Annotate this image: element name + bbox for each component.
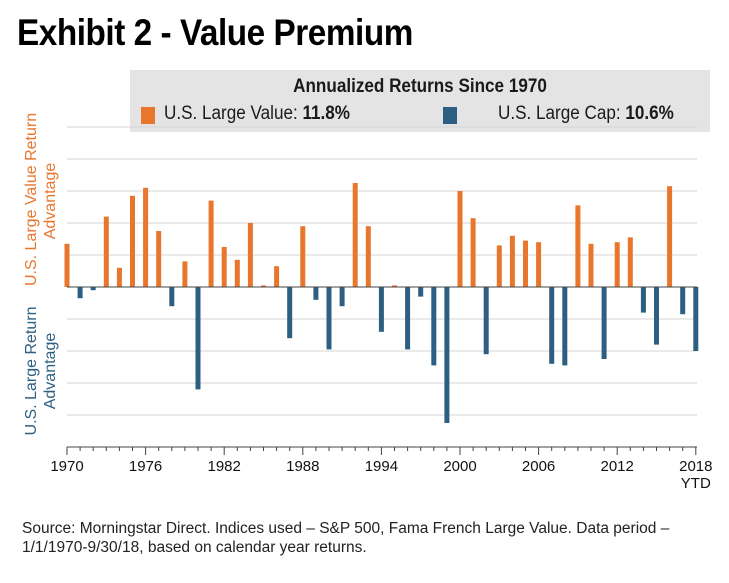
bar-2003 <box>496 245 502 287</box>
bar-2018 <box>693 287 699 351</box>
legend-label-large-cap: U.S. Large Cap: <box>498 103 626 124</box>
bar-2000 <box>457 191 463 287</box>
legend-swatch-large-value <box>141 107 155 124</box>
bar-1983 <box>234 259 240 287</box>
page-title: Exhibit 2 - Value Premium <box>17 12 413 53</box>
bar-1976 <box>143 187 149 287</box>
bar-1981 <box>208 200 214 287</box>
legend-value-large-cap: 10.6% <box>625 103 674 124</box>
x-tick-label-1970: 1970 <box>50 458 83 475</box>
bar-1974 <box>116 267 122 287</box>
bar-1970 <box>64 243 70 287</box>
bar-1980 <box>195 287 201 390</box>
bar-1998 <box>431 287 437 366</box>
bar-2014 <box>640 287 646 313</box>
bar-2013 <box>627 237 633 287</box>
bar-2017 <box>680 287 686 315</box>
x-tick-label-1982: 1982 <box>208 458 241 475</box>
x-tick-label-1976: 1976 <box>129 458 162 475</box>
x-tick-label-1994: 1994 <box>365 458 398 475</box>
legend-label-large-value: U.S. Large Value: <box>164 103 303 124</box>
bar-1992 <box>352 183 358 287</box>
x-tick-label-1988: 1988 <box>286 458 319 475</box>
legend-swatch-large-cap <box>443 107 457 124</box>
bar-2011 <box>601 287 607 359</box>
x-tick-label-2006: 2006 <box>522 458 555 475</box>
legend-title: Annualized Returns Since 1970 <box>293 76 547 97</box>
bar-1988 <box>300 226 306 287</box>
bar-2016 <box>667 186 673 287</box>
x-tick-label-2018: 2018 <box>679 458 712 475</box>
bar-1994 <box>378 287 384 332</box>
bar-2012 <box>614 242 620 287</box>
bar-1989 <box>313 287 319 300</box>
bar-2006 <box>536 242 542 287</box>
source-note: Source: Morningstar Direct. Indices used… <box>22 520 670 556</box>
legend-item-large-value: U.S. Large Value: 11.8% <box>164 103 350 125</box>
bar-1996 <box>405 287 411 350</box>
bar-1984 <box>247 223 253 287</box>
bar-1982 <box>221 247 227 287</box>
legend: Annualized Returns Since 1970 U.S. Large… <box>130 70 710 132</box>
legend-value-large-value: 11.8% <box>302 103 351 124</box>
bar-1986 <box>274 266 280 287</box>
bar-1985 <box>261 285 266 287</box>
legend-item-large-cap: U.S. Large Cap: 10.6% <box>498 103 674 125</box>
bar-1999 <box>444 287 450 423</box>
bar-2009 <box>575 205 581 287</box>
bar-1979 <box>182 261 188 287</box>
bar-1991 <box>339 287 345 307</box>
x-tick-label-ytd: YTD <box>681 475 711 492</box>
bar-1993 <box>365 226 371 287</box>
bar-2010 <box>588 243 594 287</box>
bar-1973 <box>103 216 109 287</box>
bar-2004 <box>509 235 515 287</box>
x-tick-label-2000: 2000 <box>443 458 476 475</box>
bar-2005 <box>523 240 528 287</box>
bar-2008 <box>562 287 568 366</box>
bar-1975 <box>130 195 135 287</box>
bar-1997 <box>418 287 424 297</box>
bar-1990 <box>326 287 332 350</box>
bar-2002 <box>483 287 489 355</box>
x-tick-label-2012: 2012 <box>601 458 634 475</box>
bar-1978 <box>169 287 175 307</box>
bar-1971 <box>77 287 83 299</box>
bar-1995 <box>392 285 397 287</box>
bar-1977 <box>156 231 162 287</box>
bar-2007 <box>549 287 555 364</box>
bar-1972 <box>90 287 96 291</box>
bar-1987 <box>287 287 293 339</box>
bar-2001 <box>470 218 476 287</box>
bar-2015 <box>654 287 659 345</box>
